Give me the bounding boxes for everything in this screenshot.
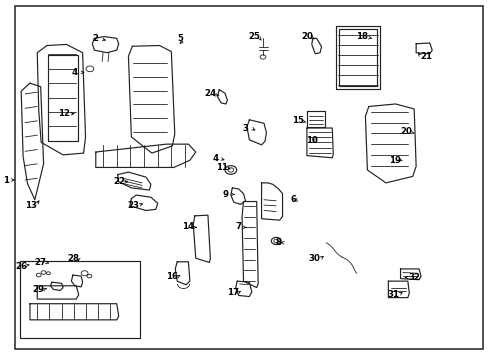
Text: 31: 31: [387, 290, 399, 299]
Text: 15: 15: [292, 116, 304, 125]
Text: 25: 25: [248, 32, 260, 41]
Text: 2: 2: [93, 34, 99, 43]
Text: 21: 21: [419, 52, 431, 61]
Text: 9: 9: [223, 190, 228, 199]
Text: 24: 24: [204, 89, 216, 98]
Text: 10: 10: [305, 136, 317, 145]
Text: 17: 17: [226, 288, 238, 297]
Text: 13: 13: [25, 201, 37, 210]
Text: 19: 19: [388, 156, 400, 165]
Text: 22: 22: [113, 177, 125, 186]
Text: 32: 32: [407, 273, 419, 282]
Text: 7: 7: [235, 222, 241, 231]
Text: 20: 20: [400, 127, 411, 136]
Text: 26: 26: [15, 262, 27, 271]
Text: 23: 23: [127, 201, 139, 210]
Text: 20: 20: [300, 32, 312, 41]
Text: 29: 29: [33, 285, 44, 294]
Text: 4: 4: [72, 68, 78, 77]
Text: 6: 6: [290, 195, 296, 204]
Text: 12: 12: [58, 109, 70, 118]
Text: 30: 30: [308, 255, 320, 264]
Text: 11: 11: [215, 163, 227, 172]
Text: 4: 4: [212, 154, 218, 163]
Text: 8: 8: [275, 238, 281, 247]
Text: 27: 27: [35, 258, 47, 267]
Text: 3: 3: [242, 123, 248, 132]
Text: 16: 16: [166, 272, 178, 281]
Bar: [20, 261, 140, 338]
Text: 18: 18: [356, 32, 368, 41]
Text: 5: 5: [177, 34, 183, 43]
Text: 14: 14: [182, 222, 194, 231]
Text: 1: 1: [2, 176, 9, 185]
Text: 28: 28: [68, 255, 80, 264]
